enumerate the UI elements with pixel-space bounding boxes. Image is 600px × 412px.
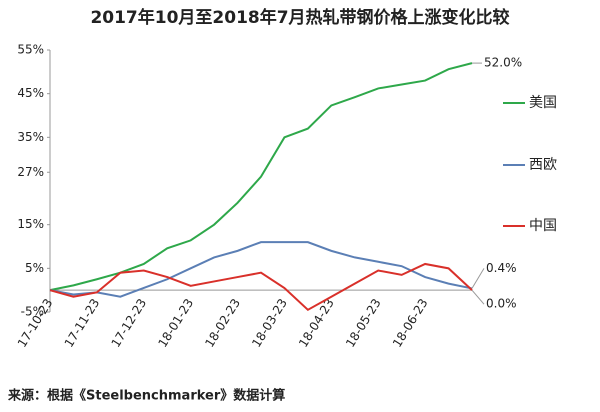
- legend-label: 西欧: [529, 157, 557, 173]
- legend-label: 美国: [529, 95, 557, 111]
- legend-label: 中国: [529, 218, 557, 234]
- y-tick-label: 55%: [17, 43, 44, 57]
- y-tick-label: -5%: [21, 305, 44, 319]
- series-line: [49, 262, 473, 312]
- x-tick-label: 17-12-23: [109, 296, 150, 350]
- data-label: 0.4%: [486, 261, 517, 275]
- label-leader: [471, 268, 485, 289]
- y-tick-label: 5%: [25, 261, 44, 275]
- y-tick-label: 27%: [17, 165, 44, 179]
- x-tick-label: 18-02-23: [202, 296, 243, 350]
- source-note: 来源：根据《Steelbenchmarker》数据计算: [7, 388, 285, 404]
- x-tick-label: 18-05-23: [343, 296, 384, 350]
- label-leader: [471, 289, 485, 305]
- data-label: 0.0%: [486, 297, 517, 311]
- x-tick-label: 18-03-23: [249, 296, 290, 350]
- data-label: 52.0%: [484, 56, 522, 70]
- x-tick-label: 18-06-23: [390, 296, 431, 350]
- y-tick-label: 35%: [17, 130, 44, 144]
- y-tick-label: 15%: [17, 217, 44, 231]
- y-tick-label: 45%: [17, 86, 44, 100]
- series-line: [49, 241, 473, 298]
- x-tick-label: 18-01-23: [155, 296, 196, 350]
- x-tick-label: 17-11-23: [62, 296, 103, 350]
- chart-title: 2017年10月至2018年7月热轧带钢价格上涨变化比较: [90, 7, 509, 28]
- series-line: [49, 62, 473, 292]
